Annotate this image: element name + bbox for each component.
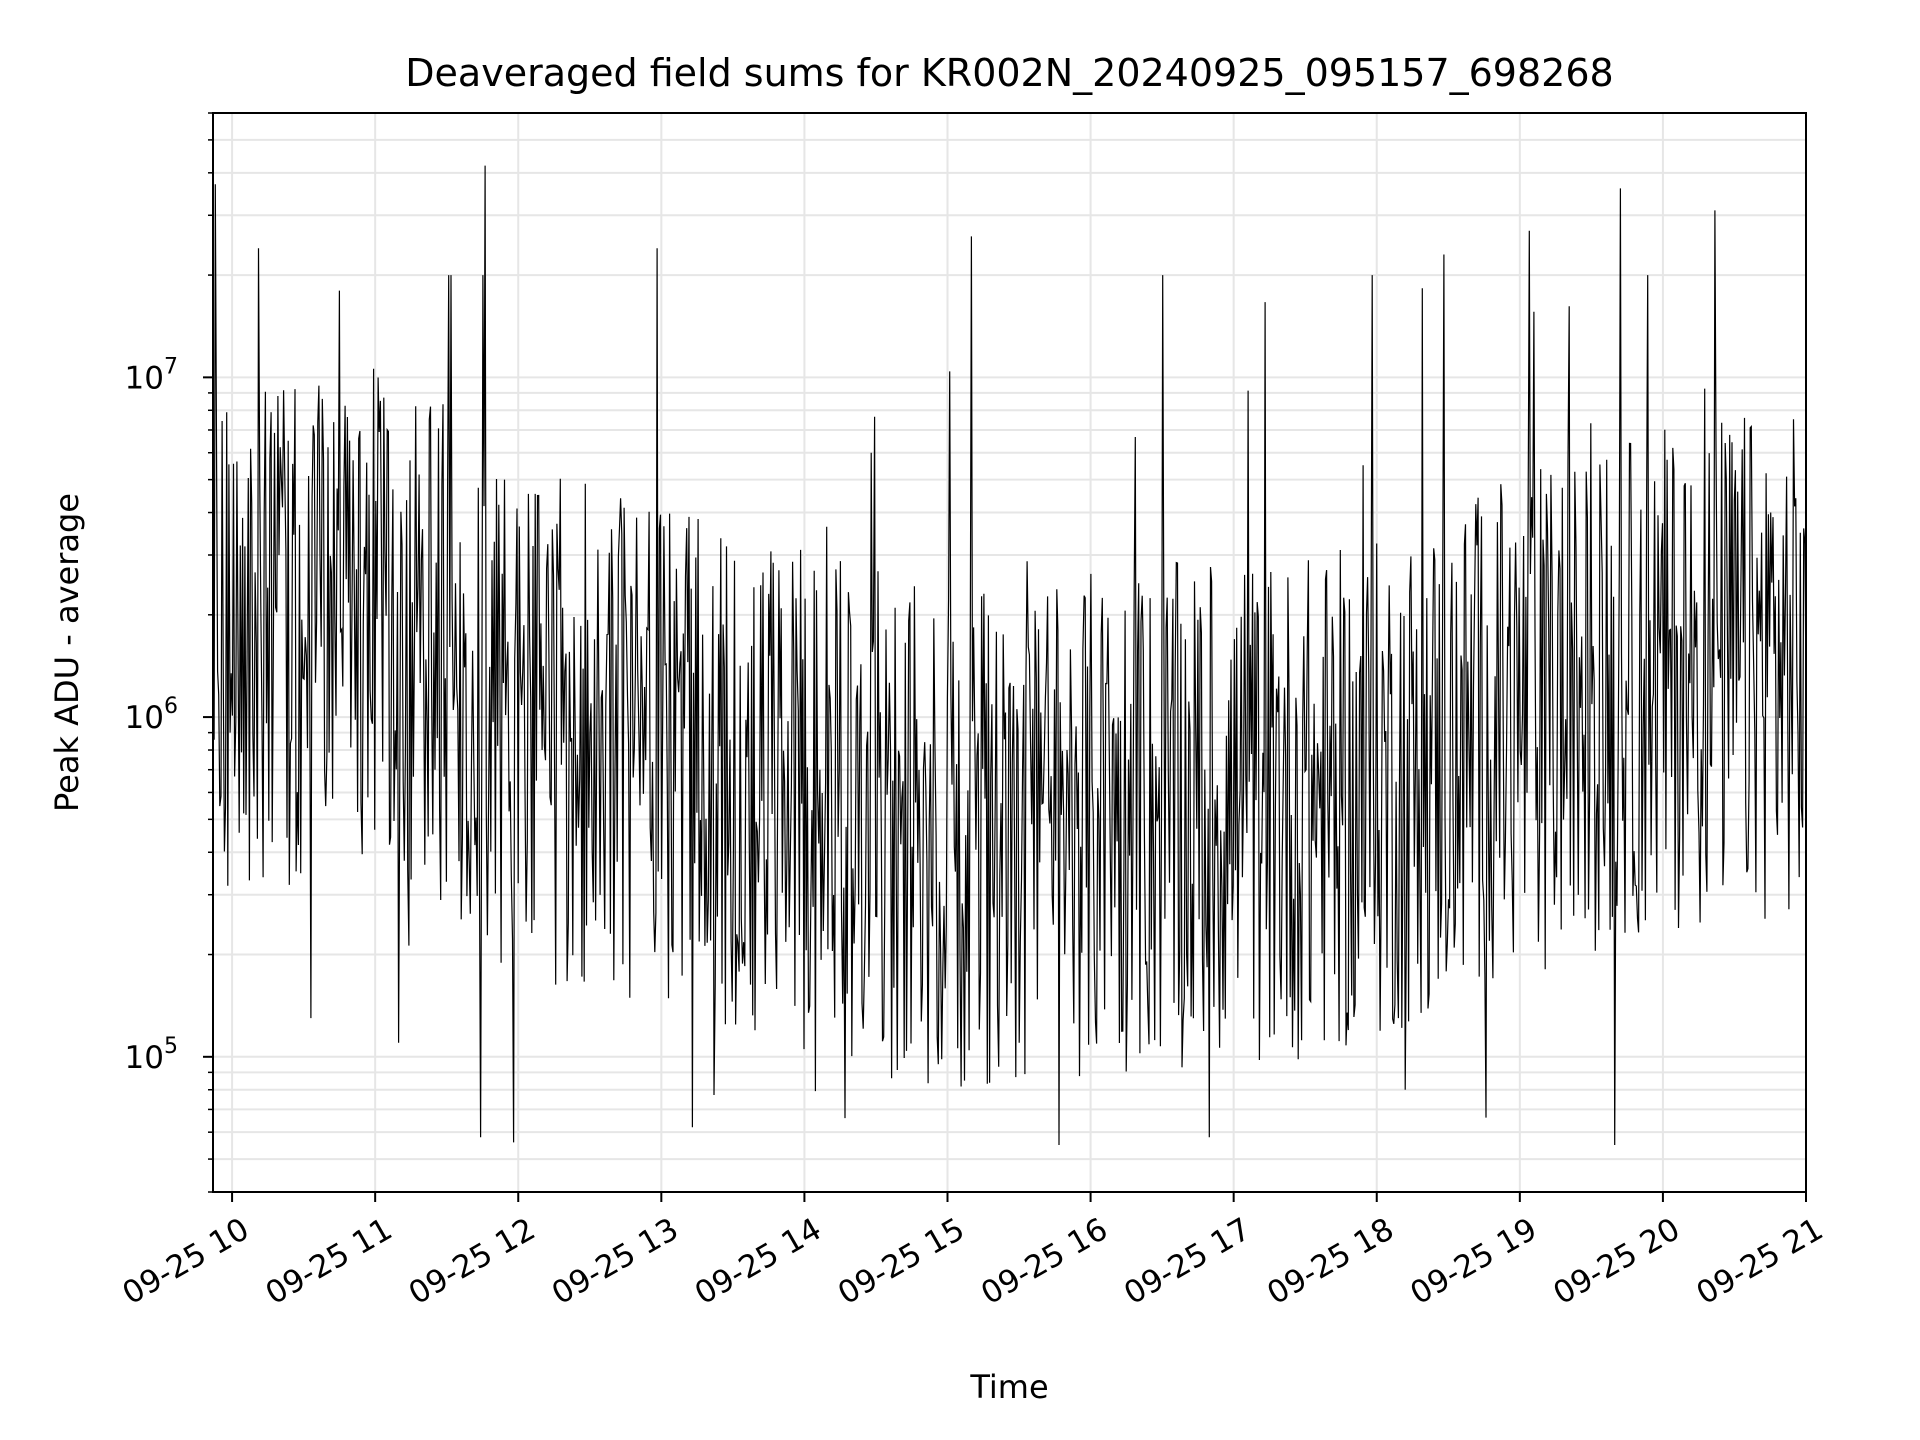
x-tick-label: 09-25 10 [117, 1211, 256, 1312]
y-tick-base: 10 [125, 1040, 164, 1076]
x-tick-label: 09-25 12 [403, 1211, 542, 1312]
grid [213, 112, 1807, 1193]
y-tick-label: 107 [125, 354, 178, 396]
x-tick-label: 09-25 11 [260, 1211, 399, 1312]
x-tick-label: 09-25 20 [1547, 1211, 1686, 1312]
x-tick-label: 09-25 15 [832, 1211, 971, 1312]
x-tick-label: 09-25 13 [546, 1211, 685, 1312]
plot-frame [212, 112, 1807, 1193]
y-tick-exponent: 5 [164, 1034, 178, 1059]
y-tick-label: 106 [125, 694, 178, 736]
series-line [212, 165, 1807, 1146]
y-tick-exponent: 7 [164, 354, 178, 379]
x-tick-label: 09-25 21 [1690, 1211, 1829, 1312]
y-tick-base: 10 [125, 700, 164, 736]
plot-area [212, 165, 1807, 1146]
x-tick-label: 09-25 16 [975, 1211, 1114, 1312]
y-tick-base: 10 [125, 360, 164, 396]
x-tick-label: 09-25 14 [689, 1211, 828, 1312]
y-tick-label: 105 [125, 1034, 178, 1076]
y-axis-title: Peak ADU - average [48, 493, 86, 812]
x-tick-label: 09-25 19 [1404, 1211, 1543, 1312]
x-tick-label: 09-25 17 [1118, 1211, 1257, 1312]
x-tick-label: 09-25 18 [1261, 1211, 1400, 1312]
chart-title: Deaveraged field sums for KR002N_2024092… [405, 51, 1613, 95]
x-axis-title: Time [969, 1368, 1048, 1406]
x-axis: 09-25 10 09-25 11 09-25 12 09-25 13 09-25 14… [117, 1192, 1829, 1312]
y-tick-exponent: 6 [164, 694, 178, 719]
